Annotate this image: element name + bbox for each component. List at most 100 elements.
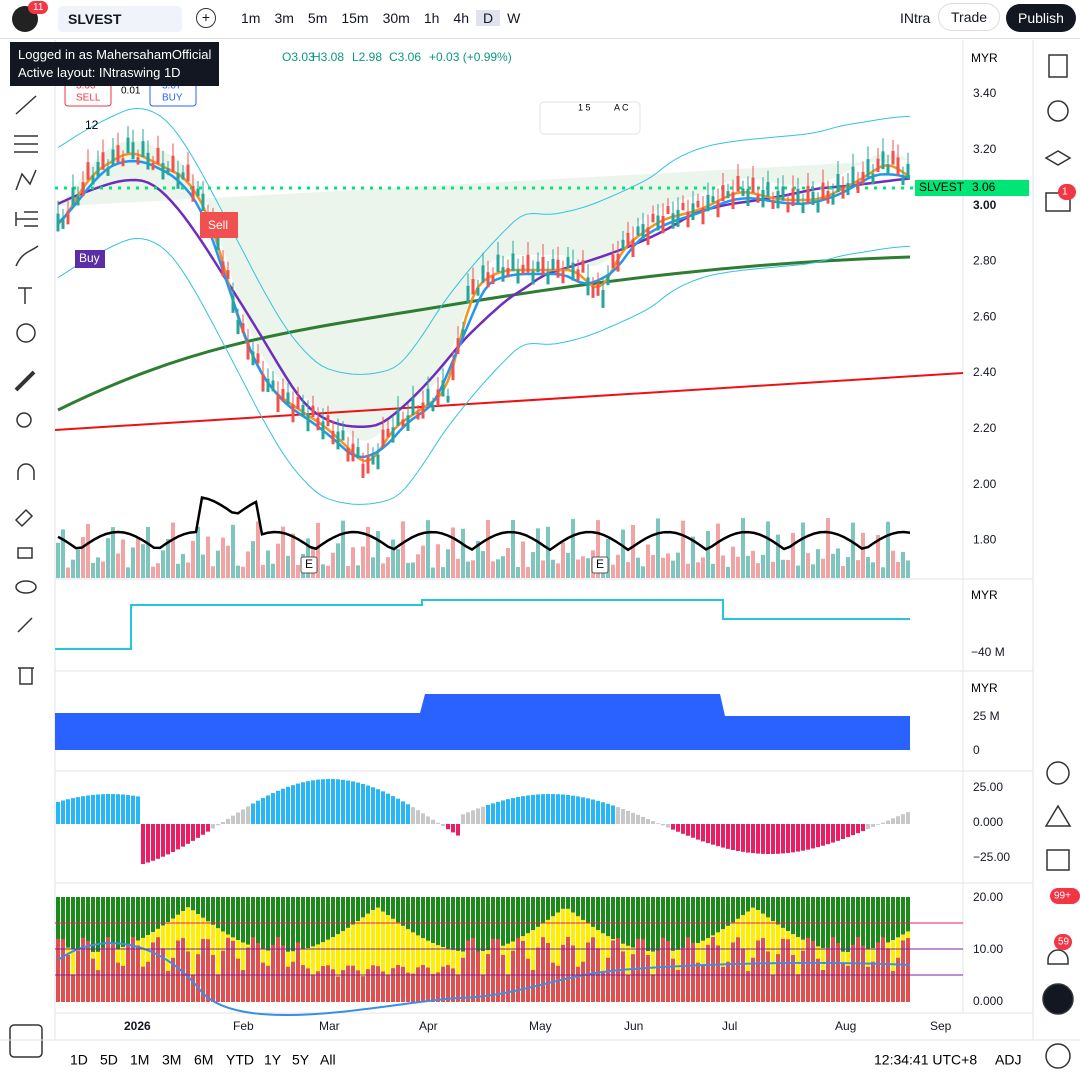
forecast-tool[interactable] [15, 211, 38, 227]
range-button[interactable]: 1M [130, 1052, 149, 1068]
volume-bar [271, 563, 275, 578]
magnet-tool[interactable] [17, 463, 35, 480]
flow-red [851, 944, 855, 1002]
flow-yellow [396, 922, 400, 1002]
watchlist[interactable] [1048, 54, 1068, 78]
range-button[interactable]: 6M [194, 1052, 213, 1068]
timeframe[interactable]: 4h [453, 10, 469, 26]
layout-name[interactable]: INtra [900, 10, 931, 26]
lock-tool[interactable] [17, 547, 33, 559]
buy-button[interactable]: BUY [162, 93, 183, 104]
favorites[interactable] [9, 1024, 43, 1058]
fib-tool[interactable] [14, 135, 38, 153]
timeframe[interactable]: 3m [274, 10, 294, 26]
flow-green [371, 897, 375, 910]
flow-green [691, 897, 695, 946]
apps[interactable] [1042, 983, 1074, 1015]
timeframe[interactable]: 5m [307, 10, 328, 26]
momentum-bar [86, 795, 90, 824]
layers[interactable] [1044, 150, 1072, 166]
momentum-bar [171, 824, 175, 852]
candle-body [306, 413, 310, 432]
sell-button[interactable]: SELL [76, 93, 101, 104]
brush-tool[interactable] [15, 245, 39, 267]
draw-mode[interactable] [14, 508, 34, 528]
visibility-tool[interactable] [15, 580, 37, 594]
notifications[interactable] [1047, 949, 1069, 965]
currency-label[interactable]: MYR [971, 588, 998, 602]
flow-yellow [401, 925, 405, 1002]
volume-bar [876, 534, 880, 578]
momentum-bar [401, 801, 405, 824]
candle-body [751, 177, 755, 193]
trade-button[interactable]: Trade [938, 3, 1001, 31]
flow-green [91, 897, 95, 952]
range-button[interactable]: 5D [100, 1052, 118, 1068]
momentum-bar [231, 815, 235, 824]
currency-label[interactable]: MYR [971, 681, 998, 695]
symbol-search[interactable]: SLVEST [58, 6, 182, 32]
momentum-bar [551, 794, 555, 824]
flow-green [601, 897, 605, 934]
flow-red [111, 942, 115, 1002]
volume-bar [226, 545, 230, 578]
flow-red [336, 976, 340, 1002]
calendar[interactable] [1046, 849, 1070, 871]
timeframe[interactable]: 1m [241, 10, 261, 26]
candle-body [656, 215, 660, 231]
flow-green [716, 897, 720, 933]
emoji-tool[interactable] [16, 323, 36, 343]
chat[interactable] [1045, 192, 1071, 212]
range-button[interactable]: All [320, 1052, 336, 1068]
measure-tool[interactable] [14, 370, 36, 392]
range-button[interactable]: 5Y [292, 1052, 310, 1068]
currency-label[interactable]: MYR [971, 51, 998, 65]
timeframe[interactable]: 1h [423, 10, 440, 26]
volume-bar [166, 538, 170, 578]
flow-red [196, 954, 200, 1002]
momentum-bar [211, 824, 215, 829]
range-button[interactable]: 1Y [264, 1052, 282, 1068]
candle-body [181, 172, 185, 180]
text-tool[interactable] [18, 287, 32, 304]
candle-body [701, 208, 705, 225]
volume-bar [211, 566, 215, 578]
momentum-bar [116, 794, 120, 824]
flow-green [621, 897, 625, 944]
hotlist[interactable] [1046, 761, 1070, 785]
flow-red [716, 945, 720, 1002]
timeframe[interactable]: D [475, 10, 501, 26]
link-tool[interactable] [17, 617, 33, 633]
flow-red [451, 968, 455, 1002]
volume-bar [506, 547, 510, 578]
range-button[interactable]: 3M [162, 1052, 181, 1068]
zoom-tool[interactable] [16, 412, 32, 428]
candle-body [851, 166, 855, 185]
momentum-bar [446, 824, 450, 830]
trend-tool[interactable] [15, 95, 37, 115]
volume-bar [266, 550, 270, 578]
timeframe[interactable]: 15m [341, 10, 369, 26]
publish-button[interactable]: Publish [1006, 4, 1076, 32]
adj-toggle[interactable]: ADJ [995, 1052, 1021, 1068]
flow-red [211, 954, 215, 1002]
ideas[interactable] [1044, 804, 1072, 827]
timeframe[interactable]: 30m [382, 10, 410, 26]
flow-green [566, 897, 570, 909]
help[interactable] [1045, 1043, 1071, 1069]
range-button[interactable]: YTD [226, 1052, 254, 1068]
flow-green [736, 897, 740, 919]
range-button[interactable]: 1D [70, 1052, 88, 1068]
candle-body [441, 380, 445, 397]
flow-yellow [576, 916, 580, 1002]
time-tick: Sep [930, 1019, 952, 1033]
momentum-bar [716, 824, 720, 847]
timeframe[interactable]: W [507, 10, 521, 26]
momentum-bar [861, 824, 865, 832]
add-compare[interactable]: + [196, 8, 216, 28]
flow-red [676, 970, 680, 1002]
alerts-panel[interactable] [1047, 100, 1069, 122]
pattern-tool[interactable] [15, 169, 37, 191]
trash-tool[interactable] [18, 667, 34, 685]
flow-yellow [796, 937, 800, 1002]
